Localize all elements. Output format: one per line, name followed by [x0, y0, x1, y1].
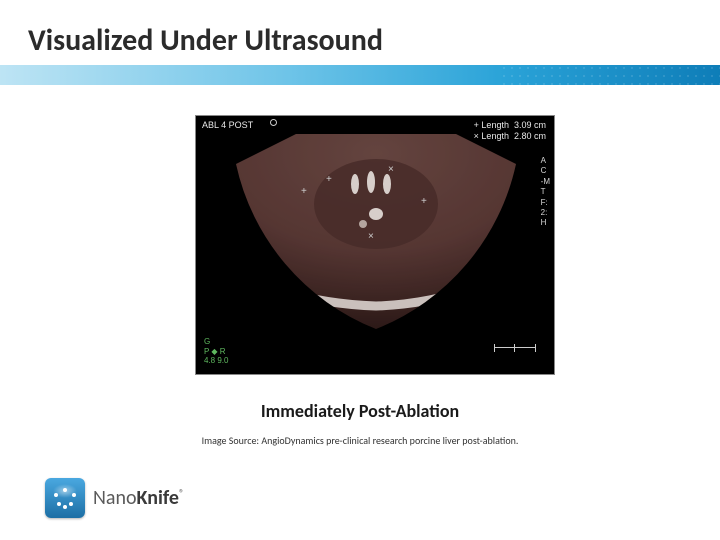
nanoknife-logo-text: NanoKnife® — [93, 486, 184, 510]
logo-text-bold: Knife — [137, 486, 179, 510]
caliper-x-top: × — [388, 164, 394, 175]
image-source-citation: Image Source: AngioDynamics pre-clinical… — [0, 434, 720, 447]
caliper-plus-right: + — [421, 196, 427, 207]
bl-line-1: G — [204, 337, 228, 347]
image-caption: Immediately Post-Ablation — [0, 400, 720, 422]
nanoknife-logo: NanoKnife® — [45, 478, 184, 518]
measure-line-1-value: 3.09 cm — [514, 120, 546, 130]
ultrasound-indicator-circle — [270, 119, 277, 126]
right-param-6: H — [541, 218, 550, 228]
ultrasound-scan-svg — [221, 134, 531, 329]
ultrasound-fan-region — [221, 134, 531, 329]
ultrasound-image: ABL 4 POST + Length 3.09 cm × Length 2.8… — [195, 115, 555, 375]
right-param-1: C — [541, 166, 550, 176]
bl-line-2: P ◆ R — [204, 347, 228, 357]
right-param-5: 2: — [541, 208, 550, 218]
ultrasound-scale-bar — [494, 342, 536, 352]
logo-text-light: Nano — [93, 486, 137, 510]
right-param-4: F: — [541, 198, 550, 208]
ultrasound-bottom-left-info: G P ◆ R 4.8 9.0 — [204, 337, 228, 366]
ultrasound-right-params: A C -M T F: 2: H — [541, 156, 550, 229]
right-param-2: -M — [541, 177, 550, 187]
caliper-plus-left: + — [301, 186, 307, 197]
right-param-3: T — [541, 187, 550, 197]
slide-title: Visualized Under Ultrasound — [28, 22, 383, 59]
measure-line-1-prefix: + Length — [474, 120, 509, 130]
nanoknife-logo-icon — [45, 478, 85, 518]
caliper-plus-top: + — [326, 174, 332, 185]
registered-mark-icon: ® — [179, 486, 184, 499]
bl-line-3: 4.8 9.0 — [204, 356, 228, 366]
right-param-0: A — [541, 156, 550, 166]
ultrasound-top-left-label: ABL 4 POST — [202, 120, 253, 130]
caliper-x-bottom: × — [368, 231, 374, 242]
